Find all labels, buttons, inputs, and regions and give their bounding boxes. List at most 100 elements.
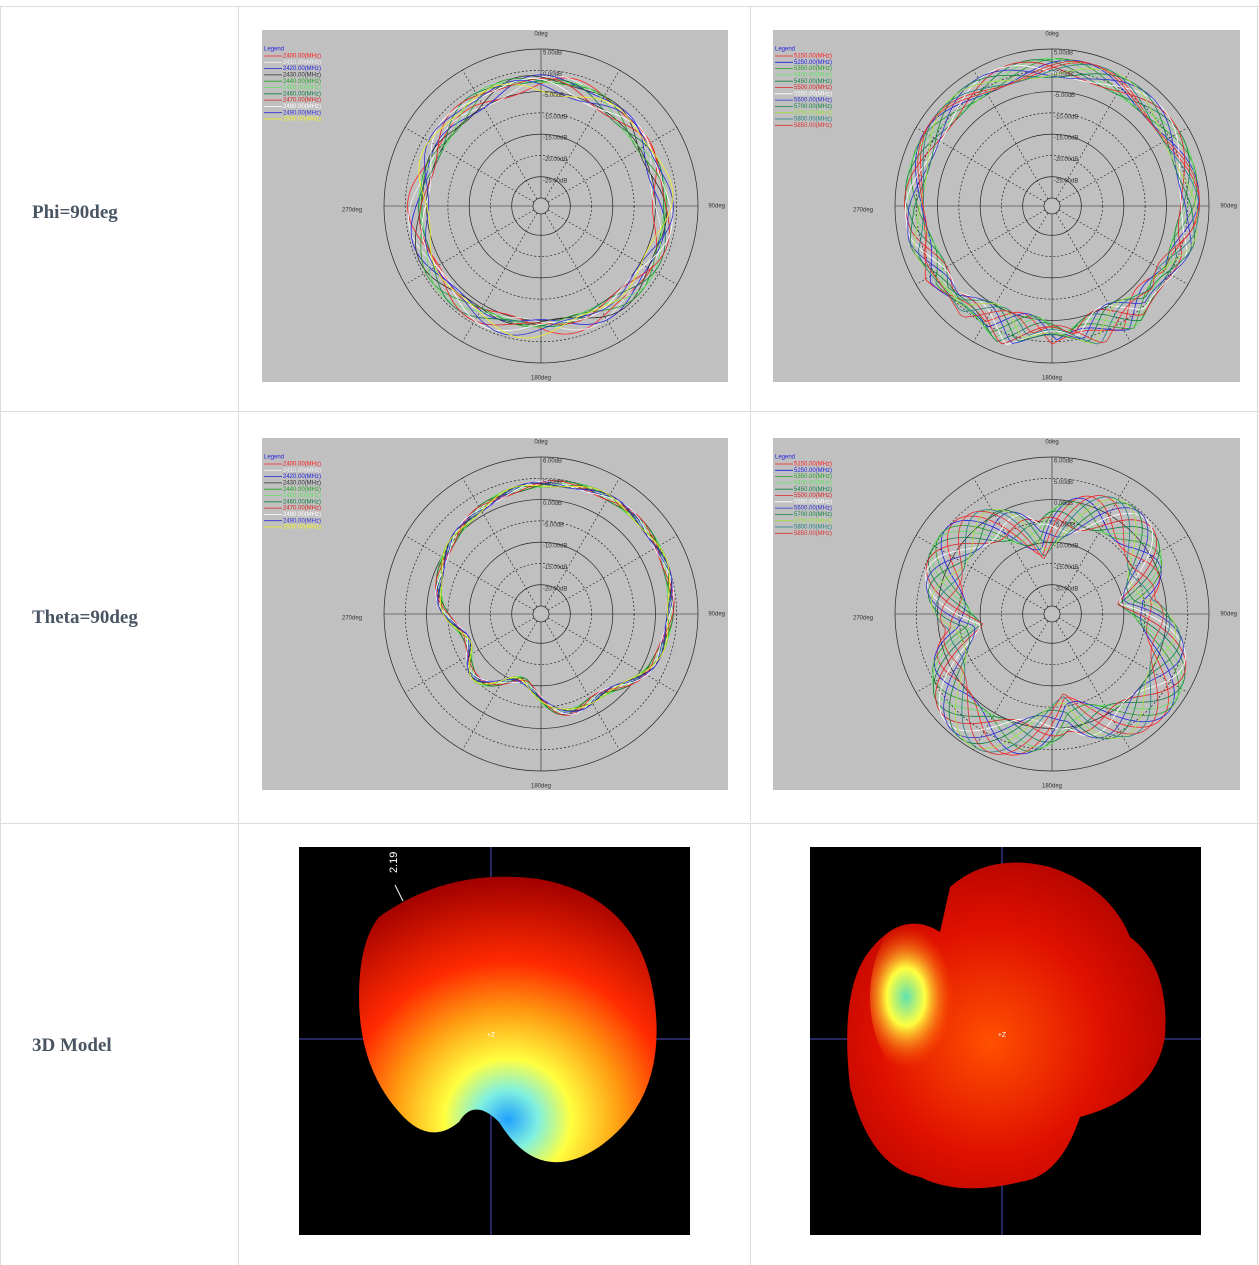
angle-label: 0deg xyxy=(1045,440,1058,446)
legend-label: 2450.00(MHz) xyxy=(283,85,321,91)
axis-label: +Z xyxy=(487,1032,496,1039)
spoke xyxy=(973,477,1049,608)
legend-label: 5350.00(MHz) xyxy=(794,66,832,72)
spoke xyxy=(547,209,678,285)
pattern-curve xyxy=(910,58,1198,337)
legend-label: 2490.00(MHz) xyxy=(283,518,321,524)
legend-label: 5750.00(MHz) xyxy=(794,110,832,116)
border xyxy=(0,411,1259,412)
scale-label: 2.19 xyxy=(388,852,400,873)
ring-label: -10.00dB xyxy=(1054,544,1078,550)
ring-label: 5.00dB xyxy=(543,480,562,486)
legend-label: 2460.00(MHz) xyxy=(283,499,321,505)
pattern-curve xyxy=(436,480,674,715)
ring-label: -10.00dB xyxy=(543,544,567,550)
spoke xyxy=(404,617,535,693)
border xyxy=(750,824,751,1265)
spoke xyxy=(462,620,538,751)
legend-label: 2400.00(MHz) xyxy=(283,54,321,60)
legend-label: 5850.00(MHz) xyxy=(794,531,832,537)
3d-model: +Z xyxy=(810,847,1201,1235)
ring-label: 0.00dB xyxy=(1054,501,1073,507)
ring-label: -25.00dB xyxy=(543,178,567,184)
ring-label: -20.00dB xyxy=(1054,586,1078,592)
angle-label: 90deg xyxy=(708,204,725,210)
border xyxy=(0,6,1,1265)
legend-label: 5150.00(MHz) xyxy=(794,462,832,468)
axis-label: +Z xyxy=(998,1032,1007,1039)
legend-label: 5600.00(MHz) xyxy=(794,98,832,104)
legend-label: 2400.00(MHz) xyxy=(283,462,321,468)
legend-label: 5500.00(MHz) xyxy=(794,85,832,91)
spoke xyxy=(547,127,678,203)
legend-label: 2440.00(MHz) xyxy=(283,487,321,493)
legend-label: 2420.00(MHz) xyxy=(283,474,321,480)
legend-label: 2410.00(MHz) xyxy=(283,60,321,66)
legend-label: 2500.00(MHz) xyxy=(283,117,321,123)
spoke xyxy=(1055,620,1131,751)
pattern-curve xyxy=(934,496,1171,753)
legend-label: 5150.00(MHz) xyxy=(794,54,832,60)
pattern-curve xyxy=(930,505,1184,748)
ring-label: -20.00dB xyxy=(543,586,567,592)
legend-label: 5350.00(MHz) xyxy=(794,474,832,480)
ring-label: -5.00dB xyxy=(1054,522,1075,528)
angle-label: 90deg xyxy=(708,612,725,618)
angle-label: 270deg xyxy=(342,616,362,622)
ring-label: 6.00dB xyxy=(543,459,562,465)
pattern-curve xyxy=(927,502,1181,745)
ring-label: -5.00dB xyxy=(543,522,564,528)
angle-label: 0deg xyxy=(534,32,547,38)
pattern-curve xyxy=(909,73,1196,343)
legend-label: 5700.00(MHz) xyxy=(794,104,832,110)
border xyxy=(750,6,751,411)
border xyxy=(0,6,1259,7)
angle-label: 270deg xyxy=(853,616,873,622)
border xyxy=(0,823,1259,824)
ring-label: -15.00dB xyxy=(543,136,567,142)
legend-label: 5750.00(MHz) xyxy=(794,518,832,524)
legend-label: 5550.00(MHz) xyxy=(794,91,832,97)
ring-label: -20.00dB xyxy=(1054,157,1078,163)
legend-label: 5700.00(MHz) xyxy=(794,512,832,518)
spoke xyxy=(1058,209,1189,285)
legend-label: 5500.00(MHz) xyxy=(794,493,832,499)
spoke xyxy=(915,535,1046,611)
ring-label: 6.00dB xyxy=(1054,459,1073,465)
spoke xyxy=(915,209,1046,285)
angle-label: 270deg xyxy=(853,208,873,214)
angle-label: 180deg xyxy=(531,784,551,790)
pattern-curve xyxy=(918,64,1200,345)
angle-label: 180deg xyxy=(1042,376,1062,382)
ring-label: -15.00dB xyxy=(1054,136,1078,142)
legend-label: 2420.00(MHz) xyxy=(283,66,321,72)
legend-label: 2490.00(MHz) xyxy=(283,110,321,116)
legend-title: Legend xyxy=(264,455,284,461)
legend-label: 5400.00(MHz) xyxy=(794,72,832,78)
pattern-curve xyxy=(925,516,1187,737)
pattern-curve xyxy=(905,59,1191,343)
legend-label: 2470.00(MHz) xyxy=(283,506,321,512)
pattern-curve xyxy=(435,480,675,716)
polar-plot: 6.00dB 5.00dB 0.00dB -5.00dB -10.00dB -15.00d… xyxy=(773,438,1240,790)
legend-title: Legend xyxy=(775,47,795,53)
pattern-curve xyxy=(917,60,1200,344)
pattern-curve xyxy=(435,480,675,715)
spoke xyxy=(544,69,620,200)
legend-label: 5550.00(MHz) xyxy=(794,499,832,505)
angle-label: 0deg xyxy=(1045,32,1058,38)
legend-title: Legend xyxy=(264,47,284,53)
legend-label: 5800.00(MHz) xyxy=(794,525,832,531)
angle-label: 90deg xyxy=(1220,204,1237,210)
row-label: 3D Model xyxy=(32,1035,112,1056)
spoke xyxy=(544,620,620,751)
polar-plot: 6.00dB 5.00dB 0.00dB -5.00dB -10.00dB -15.00d… xyxy=(262,438,728,790)
ring-label: 0.00dB xyxy=(543,72,562,78)
row-label: Theta=90deg xyxy=(32,607,138,628)
ring-label: 5.00dB xyxy=(543,51,562,57)
border xyxy=(238,6,239,1265)
legend-label: 2500.00(MHz) xyxy=(283,525,321,531)
angle-label: 180deg xyxy=(531,376,551,382)
spoke xyxy=(547,617,678,693)
spoke xyxy=(462,69,538,200)
